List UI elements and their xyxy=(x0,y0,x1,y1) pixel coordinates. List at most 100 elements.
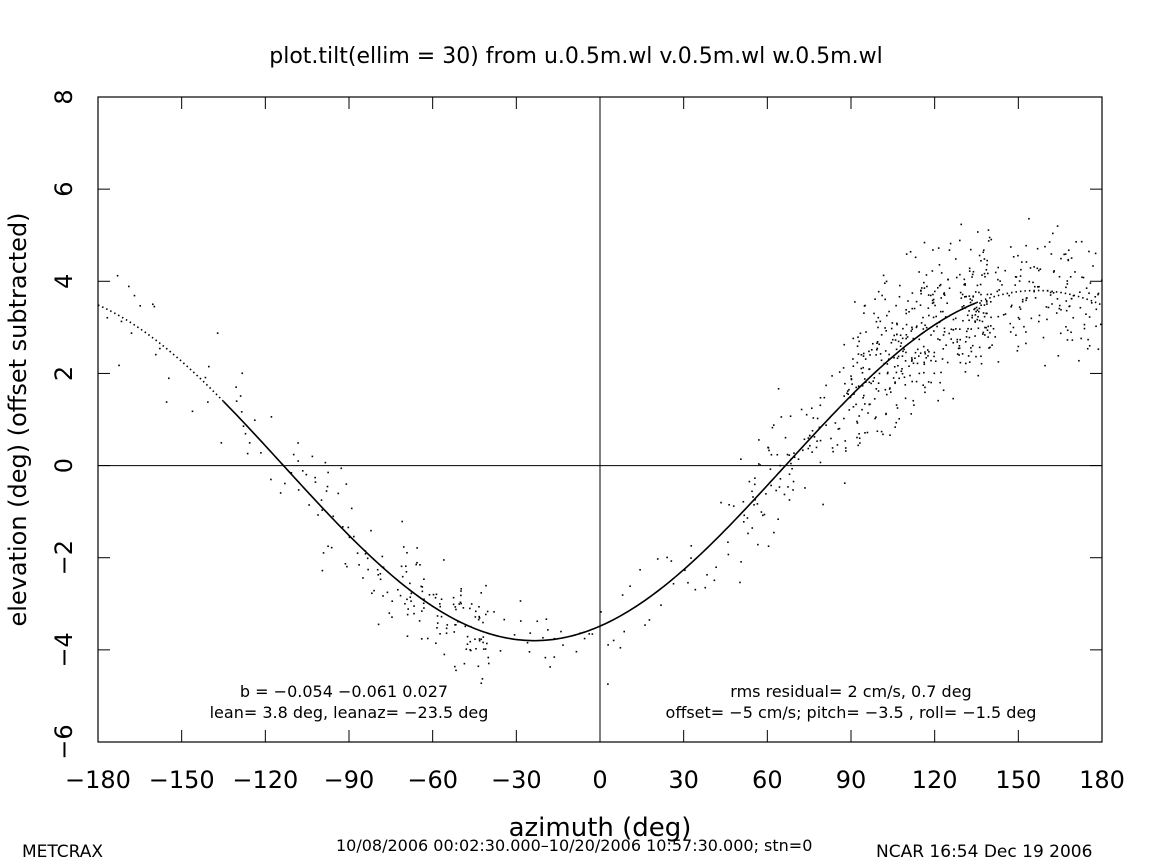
data-point xyxy=(969,248,972,251)
data-point xyxy=(1094,295,1097,298)
data-point xyxy=(958,347,961,349)
data-point xyxy=(863,312,865,314)
data-point xyxy=(1009,322,1012,325)
footer-time-range: 10/08/2006 00:02:30.000–10/20/2006 10:57… xyxy=(336,836,813,855)
data-point xyxy=(406,613,409,616)
data-point xyxy=(465,648,468,650)
data-point xyxy=(1078,359,1080,362)
data-point xyxy=(901,372,904,375)
data-point xyxy=(974,321,977,323)
data-point xyxy=(925,274,928,276)
data-point xyxy=(1092,265,1094,267)
data-point xyxy=(985,326,987,329)
data-point xyxy=(931,299,934,302)
data-point xyxy=(961,306,963,308)
data-point xyxy=(1017,254,1019,257)
data-point xyxy=(1025,297,1028,299)
data-point xyxy=(629,585,631,588)
data-point xyxy=(852,358,854,360)
data-point xyxy=(924,351,926,353)
data-point xyxy=(969,301,972,304)
data-point xyxy=(1079,291,1081,293)
data-point xyxy=(948,332,950,335)
data-point xyxy=(842,367,845,369)
data-point xyxy=(813,436,816,438)
data-point xyxy=(960,223,963,226)
data-point xyxy=(1033,290,1035,293)
data-point xyxy=(864,304,866,307)
data-point xyxy=(861,372,864,374)
data-point xyxy=(460,590,462,592)
data-point xyxy=(964,362,967,365)
scatter-points xyxy=(106,217,1103,685)
data-point xyxy=(421,586,424,588)
data-point xyxy=(139,305,142,307)
data-point xyxy=(621,594,624,596)
data-point xyxy=(1012,326,1015,329)
data-point xyxy=(974,291,977,293)
data-point xyxy=(422,602,425,605)
data-point xyxy=(1014,284,1017,286)
data-point xyxy=(864,432,866,434)
data-point xyxy=(876,348,878,351)
data-point xyxy=(943,293,945,295)
data-point xyxy=(862,366,865,369)
data-point xyxy=(908,365,910,368)
data-point xyxy=(478,638,481,640)
data-point xyxy=(314,481,317,483)
data-point xyxy=(932,293,934,296)
data-point xyxy=(1055,312,1058,314)
data-point xyxy=(959,291,962,294)
data-point xyxy=(1044,364,1046,367)
data-point xyxy=(925,326,928,329)
data-point xyxy=(1038,314,1041,317)
data-point xyxy=(996,290,999,293)
data-point xyxy=(1015,276,1018,278)
data-point xyxy=(388,612,391,614)
data-point xyxy=(644,624,646,626)
data-point xyxy=(987,240,990,242)
data-point xyxy=(803,438,806,441)
data-point xyxy=(1010,304,1013,307)
data-point xyxy=(968,270,971,272)
x-axis-ticks: −180 −150 −120 −90 −60 −30 0 30 60 90 120 150 180 xyxy=(65,97,1125,794)
data-point xyxy=(740,561,742,563)
data-point xyxy=(861,408,863,411)
data-point xyxy=(804,487,806,489)
data-point xyxy=(1009,331,1012,333)
data-point xyxy=(874,298,876,300)
data-point xyxy=(857,444,859,447)
data-point xyxy=(807,447,810,450)
data-point xyxy=(687,581,689,584)
data-point xyxy=(858,415,860,417)
data-point xyxy=(345,483,348,485)
data-point xyxy=(923,287,926,289)
data-point xyxy=(1030,317,1033,320)
data-point xyxy=(905,312,908,315)
data-point xyxy=(421,610,423,612)
data-point xyxy=(959,328,961,330)
data-point xyxy=(528,651,531,653)
data-point xyxy=(968,310,970,312)
data-point xyxy=(969,298,972,300)
y-tick-label: 8 xyxy=(50,89,78,104)
data-point xyxy=(947,278,949,281)
data-point xyxy=(715,566,717,569)
data-point xyxy=(886,314,888,317)
data-point xyxy=(765,493,767,495)
data-point xyxy=(220,442,223,444)
data-point xyxy=(939,339,941,341)
data-point xyxy=(428,594,431,596)
data-point xyxy=(856,422,859,424)
data-point xyxy=(767,545,770,548)
data-point xyxy=(413,605,415,607)
y-axis-label: elevation (deg) (offset subtracted) xyxy=(4,212,32,626)
data-point xyxy=(862,352,865,355)
data-point xyxy=(284,482,286,485)
data-point xyxy=(848,388,850,391)
data-point xyxy=(1058,275,1061,278)
data-point xyxy=(311,455,314,458)
data-point xyxy=(1074,271,1076,273)
data-point xyxy=(897,340,900,343)
data-point xyxy=(771,426,774,429)
